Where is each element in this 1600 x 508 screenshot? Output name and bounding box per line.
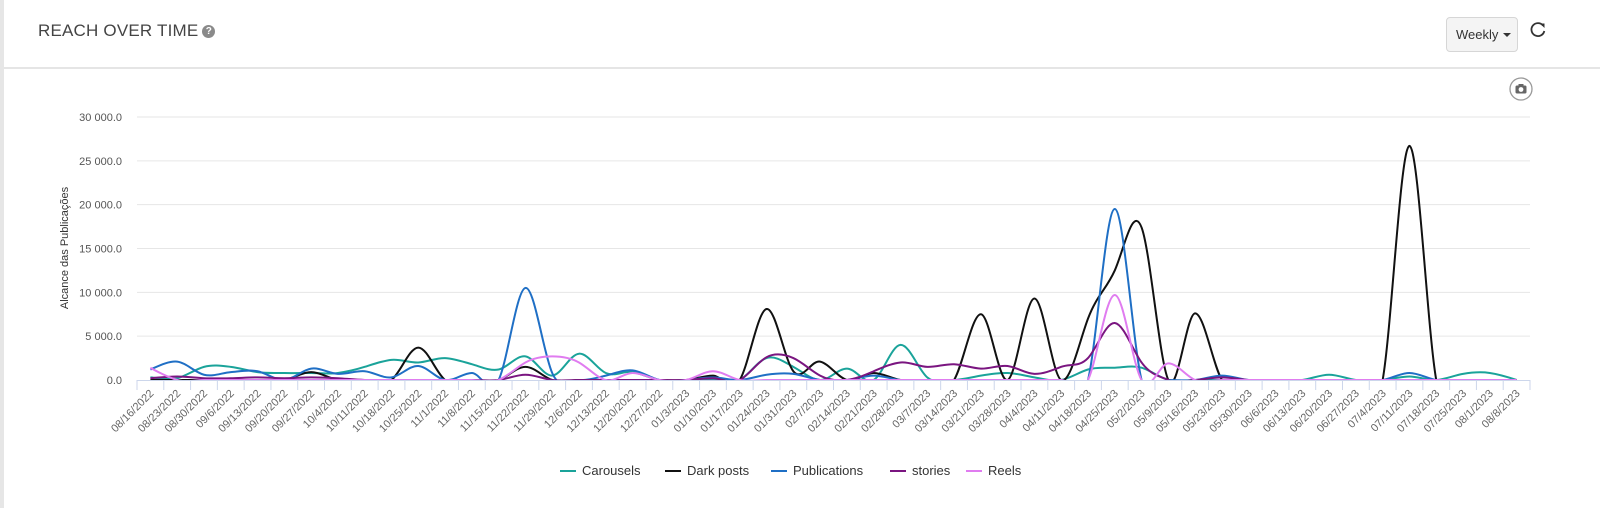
refresh-icon[interactable]	[1528, 20, 1548, 40]
legend-swatch	[890, 469, 906, 472]
series-line-publications[interactable]	[150, 208, 1517, 396]
widget-title: REACH OVER TIME?	[38, 21, 216, 41]
series-line-carousels[interactable]	[150, 343, 1517, 382]
legend-item-carousels[interactable]: Carousels	[560, 463, 641, 478]
series-line-dark-posts[interactable]	[150, 144, 1517, 403]
legend-label: Carousels	[582, 463, 641, 478]
legend-item-dark-posts[interactable]: Dark posts	[665, 463, 749, 478]
widget-header: REACH OVER TIME?	[4, 0, 1600, 69]
legend-label: Reels	[988, 463, 1022, 478]
y-tick-label: 30 000.0	[79, 112, 122, 124]
legend-swatch	[966, 469, 982, 472]
y-tick-label: 10 000.0	[79, 287, 122, 299]
y-tick-label: 15 000.0	[79, 244, 122, 256]
left-border	[0, 0, 4, 508]
y-tick-label: 25 000.0	[79, 156, 122, 168]
series-line-stories[interactable]	[150, 322, 1517, 382]
period-select[interactable]: Weekly	[1446, 17, 1518, 52]
series-group	[149, 144, 1517, 403]
y-tick-label: 20 000.0	[79, 200, 122, 212]
legend-label: Publications	[793, 463, 864, 478]
legend-item-stories[interactable]: stories	[890, 463, 950, 478]
y-tick-label: 5 000.0	[85, 331, 122, 343]
legend-swatch	[771, 469, 787, 472]
caret-down-icon	[1503, 33, 1512, 37]
question-circle-icon[interactable]: ?	[202, 25, 216, 38]
legend-label: Dark posts	[687, 463, 750, 478]
legend-item-reels[interactable]: Reels	[966, 463, 1021, 478]
legend-item-publications[interactable]: Publications	[771, 463, 863, 478]
y-axis-title: Alcance das Publicações	[59, 186, 71, 309]
legend-swatch	[665, 469, 681, 472]
camera-icon[interactable]	[1509, 77, 1533, 101]
legend-label: stories	[912, 463, 951, 478]
chart-legend: Carousels Dark posts Publications stories Re…	[0, 463, 1600, 483]
y-tick-label: 0.0	[107, 375, 122, 387]
legend-swatch	[560, 469, 576, 472]
